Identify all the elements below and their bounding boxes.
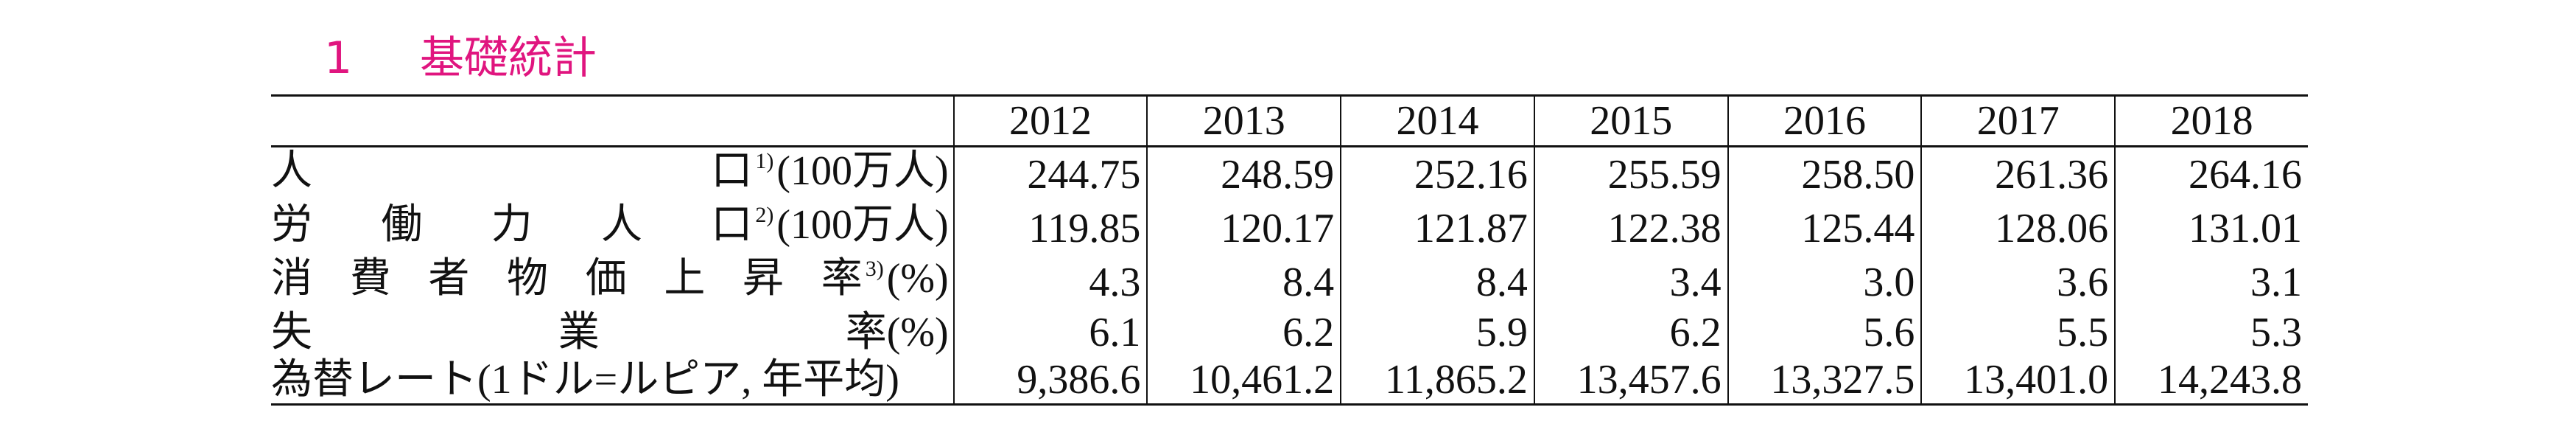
corner-cell (271, 95, 954, 147)
table-row: 為替レート(1ドル=ルピア, 年平均) 9,386.6 10,461.2 11,865… (271, 356, 2308, 405)
column-header: 2016 (1727, 95, 1922, 147)
value-cell: 131.01 (2114, 201, 2308, 255)
row-label: 為替レート(1ドル=ルピア, 年平均) (271, 356, 949, 403)
table-row: 人口 1) (100万人) 244.75 248.59 252.16 255.59 258.5… (271, 146, 2308, 202)
column-header: 2014 (1340, 95, 1534, 147)
label-text: 人口 (271, 148, 753, 194)
value-cell: 13,401.0 (1920, 356, 2116, 405)
value-cell: 13,327.5 (1727, 356, 1922, 405)
value-cell: 5.6 (1727, 309, 1922, 356)
row-label: 人口 1) (100万人) (271, 147, 949, 201)
section-heading: 1 基礎統計 (324, 22, 597, 86)
value-cell: 6.2 (1533, 309, 1728, 356)
value-cell: 128.06 (1920, 201, 2116, 255)
unit: (100万人) (776, 202, 949, 248)
unit: (%) (886, 256, 949, 302)
value-cell: 119.85 (952, 201, 1148, 255)
column-header: 2018 (2114, 95, 2308, 147)
row-label-cell: 労働力人口 2) (100万人) (271, 201, 954, 255)
value-cell: 5.5 (1920, 309, 2116, 356)
label-text: 消費者物価上昇率 (271, 256, 863, 302)
value-cell: 248.59 (1146, 146, 1341, 201)
value-cell: 121.87 (1340, 201, 1534, 255)
column-header: 2012 (952, 95, 1148, 147)
value-cell: 244.75 (952, 146, 1148, 201)
value-cell: 120.17 (1146, 201, 1341, 255)
row-label: 労働力人口 2) (100万人) (271, 201, 949, 255)
row-label-cell: 為替レート(1ドル=ルピア, 年平均) (271, 356, 954, 405)
value-cell: 10,461.2 (1146, 356, 1341, 405)
footnote-mark: 2) (755, 203, 774, 227)
column-header: 2013 (1146, 95, 1341, 147)
section-title: 基礎統計 (420, 32, 597, 84)
label-text: 労働力人口 (271, 202, 753, 248)
label-text: 失業率 (271, 310, 887, 355)
table-row: 労働力人口 2) (100万人) 119.85 120.17 121.87 122.38 12… (271, 201, 2308, 255)
footnote-mark: 1) (755, 149, 774, 173)
value-cell: 3.0 (1727, 255, 1922, 309)
header-row: 2012 2013 2014 2015 2016 2017 2018 (271, 95, 2308, 147)
column-header: 2015 (1533, 95, 1728, 147)
value-cell: 255.59 (1533, 146, 1728, 201)
row-label: 消費者物価上昇率 3) (%) (271, 255, 949, 309)
value-cell: 252.16 (1340, 146, 1534, 201)
value-cell: 3.6 (1920, 255, 2116, 309)
row-label: 失業率 (%) (271, 309, 949, 356)
table-row: 消費者物価上昇率 3) (%) 4.3 8.4 8.4 3.4 3.0 3.6 3.1 (271, 255, 2308, 309)
value-cell: 264.16 (2114, 146, 2308, 201)
value-cell: 5.9 (1340, 309, 1534, 356)
value-cell: 258.50 (1727, 146, 1922, 201)
value-cell: 5.3 (2114, 309, 2308, 356)
statistics-table: 2012 2013 2014 2015 2016 2017 2018 人口 1) (100万人)… (271, 94, 2308, 406)
value-cell: 11,865.2 (1340, 356, 1534, 405)
value-cell: 261.36 (1920, 146, 2116, 201)
row-label-cell: 失業率 (%) (271, 309, 954, 356)
table-row: 失業率 (%) 6.1 6.2 5.9 6.2 5.6 5.5 5.3 (271, 309, 2308, 356)
value-cell: 6.1 (952, 309, 1148, 356)
section-number: 1 (324, 32, 353, 84)
unit: (%) (886, 310, 949, 355)
footnote-mark: 3) (865, 257, 884, 281)
value-cell: 125.44 (1727, 201, 1922, 255)
value-cell: 3.1 (2114, 255, 2308, 309)
value-cell: 9,386.6 (952, 356, 1148, 405)
value-cell: 8.4 (1340, 255, 1534, 309)
value-cell: 8.4 (1146, 255, 1341, 309)
value-cell: 4.3 (952, 255, 1148, 309)
value-cell: 6.2 (1146, 309, 1341, 356)
row-label-cell: 人口 1) (100万人) (271, 147, 954, 202)
row-label-cell: 消費者物価上昇率 3) (%) (271, 255, 954, 309)
unit: (100万人) (776, 148, 949, 194)
value-cell: 122.38 (1533, 201, 1728, 255)
column-header: 2017 (1920, 95, 2116, 147)
value-cell: 3.4 (1533, 255, 1728, 309)
value-cell: 13,457.6 (1533, 356, 1728, 405)
value-cell: 14,243.8 (2114, 356, 2308, 405)
label-text: 為替レート(1ドル=ルピア, 年平均) (271, 357, 899, 403)
